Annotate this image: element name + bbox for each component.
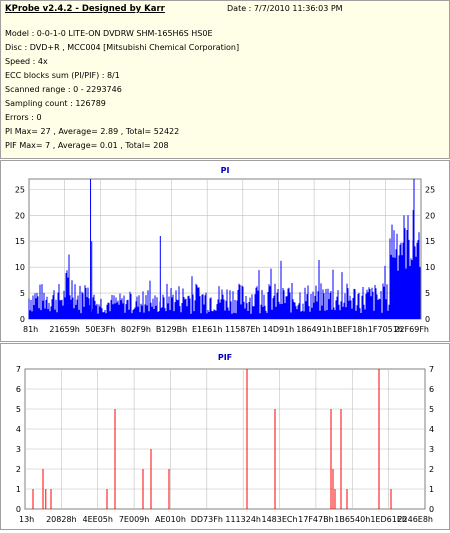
y-tick-label-left: 5: [16, 405, 21, 414]
x-tick-label: AE010h: [155, 515, 186, 524]
pi-chart: 0 0 5 5 10 10 15 15 20 20 25 25 81h 21659h 50E3Fh 802F9…: [15, 178, 435, 334]
info-line-pi-stats: PI Max= 27 , Average= 2.89 , Total= 5242…: [5, 127, 180, 136]
y-tick-label-left: 10: [15, 263, 25, 272]
y-tick-label-right: 15: [425, 237, 435, 246]
x-tick-label: 22F69Fh: [394, 325, 429, 334]
x-tick-label: 802F9h: [121, 325, 151, 334]
x-tick-label: 2246E8h: [397, 515, 433, 524]
x-tick-label: 50E3Fh: [85, 325, 115, 334]
x-tick-label: E1E61h: [192, 325, 222, 334]
info-line-errors: Errors : 0: [5, 113, 42, 122]
x-tick-label: 14D91h: [263, 325, 295, 334]
x-tick-label: 20828h: [46, 515, 77, 524]
x-tick-label: 186491h: [296, 325, 332, 334]
app-title: KProbe v2.4.2 - Designed by Karr: [5, 4, 165, 14]
y-tick-label-right: 5: [425, 289, 430, 298]
x-tick-label: 1ED61Eh: [370, 515, 407, 524]
x-tick-label: 11587Eh: [225, 325, 261, 334]
y-tick-label-left: 6: [16, 385, 21, 394]
y-tick-label-right: 25: [425, 185, 435, 194]
x-tick-label: 111324h: [225, 515, 261, 524]
x-tick-label: 21659h: [49, 325, 80, 334]
info-line-speed: Speed : 4x: [5, 57, 48, 66]
pif-chart: 0 0 1 1 2 2 3 3 4 4 5 5 6 6 7 7 13h 20828h 4EE05h 7E009h AE0…: [16, 365, 434, 524]
info-line-model: Model : 0-0-1-0 LITE-ON DVDRW SHM-165H6S…: [5, 29, 213, 38]
pi-series-bars: [28, 179, 421, 319]
y-tick-label-right: 0: [425, 315, 430, 324]
x-tick-label: 1483ECh: [262, 515, 298, 524]
info-line-disc: Disc : DVD+R , MCC004 [Mitsubishi Chemic…: [5, 43, 240, 52]
x-tick-label: DD73Fh: [191, 515, 223, 524]
x-tick-label: 1BEF18h: [332, 325, 367, 334]
scan-date: Date : 7/7/2010 11:36:03 PM: [227, 4, 343, 13]
y-tick-label-left: 0: [16, 505, 21, 514]
x-tick-label: 1F7051h: [368, 325, 403, 334]
x-tick-label: 4EE05h: [83, 515, 113, 524]
y-tick-label-right: 3: [429, 445, 434, 454]
y-tick-label-left: 5: [20, 289, 25, 298]
pi-chart-panel: PI 0 0 5 5 10 10 15 15 20 20 25 25 81h 21659h 50E3Fh 80…: [0, 160, 450, 342]
pif-chart-title: PIF: [217, 353, 233, 362]
y-tick-label-right: 10: [425, 263, 435, 272]
y-tick-label-right: 7: [429, 365, 434, 374]
y-tick-label-right: 4: [429, 425, 434, 434]
y-tick-label-right: 1: [429, 485, 434, 494]
y-tick-label-right: 6: [429, 385, 434, 394]
pi-chart-title: PI: [220, 166, 230, 175]
x-tick-label: 13h: [19, 515, 34, 524]
info-line-range: Scanned range : 0 - 2293746: [5, 85, 122, 94]
y-tick-label-left: 2: [16, 465, 21, 474]
y-tick-label-left: 20: [15, 211, 25, 220]
x-tick-label: 7E009h: [119, 515, 149, 524]
y-tick-label-right: 20: [425, 211, 435, 220]
y-tick-label-right: 0: [429, 505, 434, 514]
x-tick-label: 1B6540h: [334, 515, 370, 524]
x-tick-label: 17F47Bh: [298, 515, 334, 524]
y-tick-label-left: 15: [15, 237, 25, 246]
pif-chart-panel: PIF 0 0 1 1 2 2 3 3 4 4 5 5 6 6 7 7 13h 20828h 4EE05h 7E009…: [0, 343, 450, 530]
plot-area: [24, 368, 426, 510]
x-tick-label: 81h: [23, 325, 38, 334]
y-tick-label-right: 5: [429, 405, 434, 414]
info-panel: KProbe v2.4.2 - Designed by Karr Date : …: [0, 0, 450, 159]
info-line-sampling: Sampling count : 126789: [5, 99, 106, 108]
info-line-pif-stats: PIF Max= 7 , Average= 0.01 , Total= 208: [5, 141, 169, 150]
y-tick-label-left: 7: [16, 365, 21, 374]
y-tick-label-left: 0: [20, 315, 25, 324]
info-line-ecc: ECC blocks sum (PI/PIF) : 8/1: [5, 71, 120, 80]
y-tick-label-left: 3: [16, 445, 21, 454]
x-tick-label: B129Bh: [156, 325, 187, 334]
y-tick-label-left: 1: [16, 485, 21, 494]
y-tick-label-right: 2: [429, 465, 434, 474]
y-tick-label-left: 4: [16, 425, 21, 434]
y-tick-label-left: 25: [15, 185, 25, 194]
